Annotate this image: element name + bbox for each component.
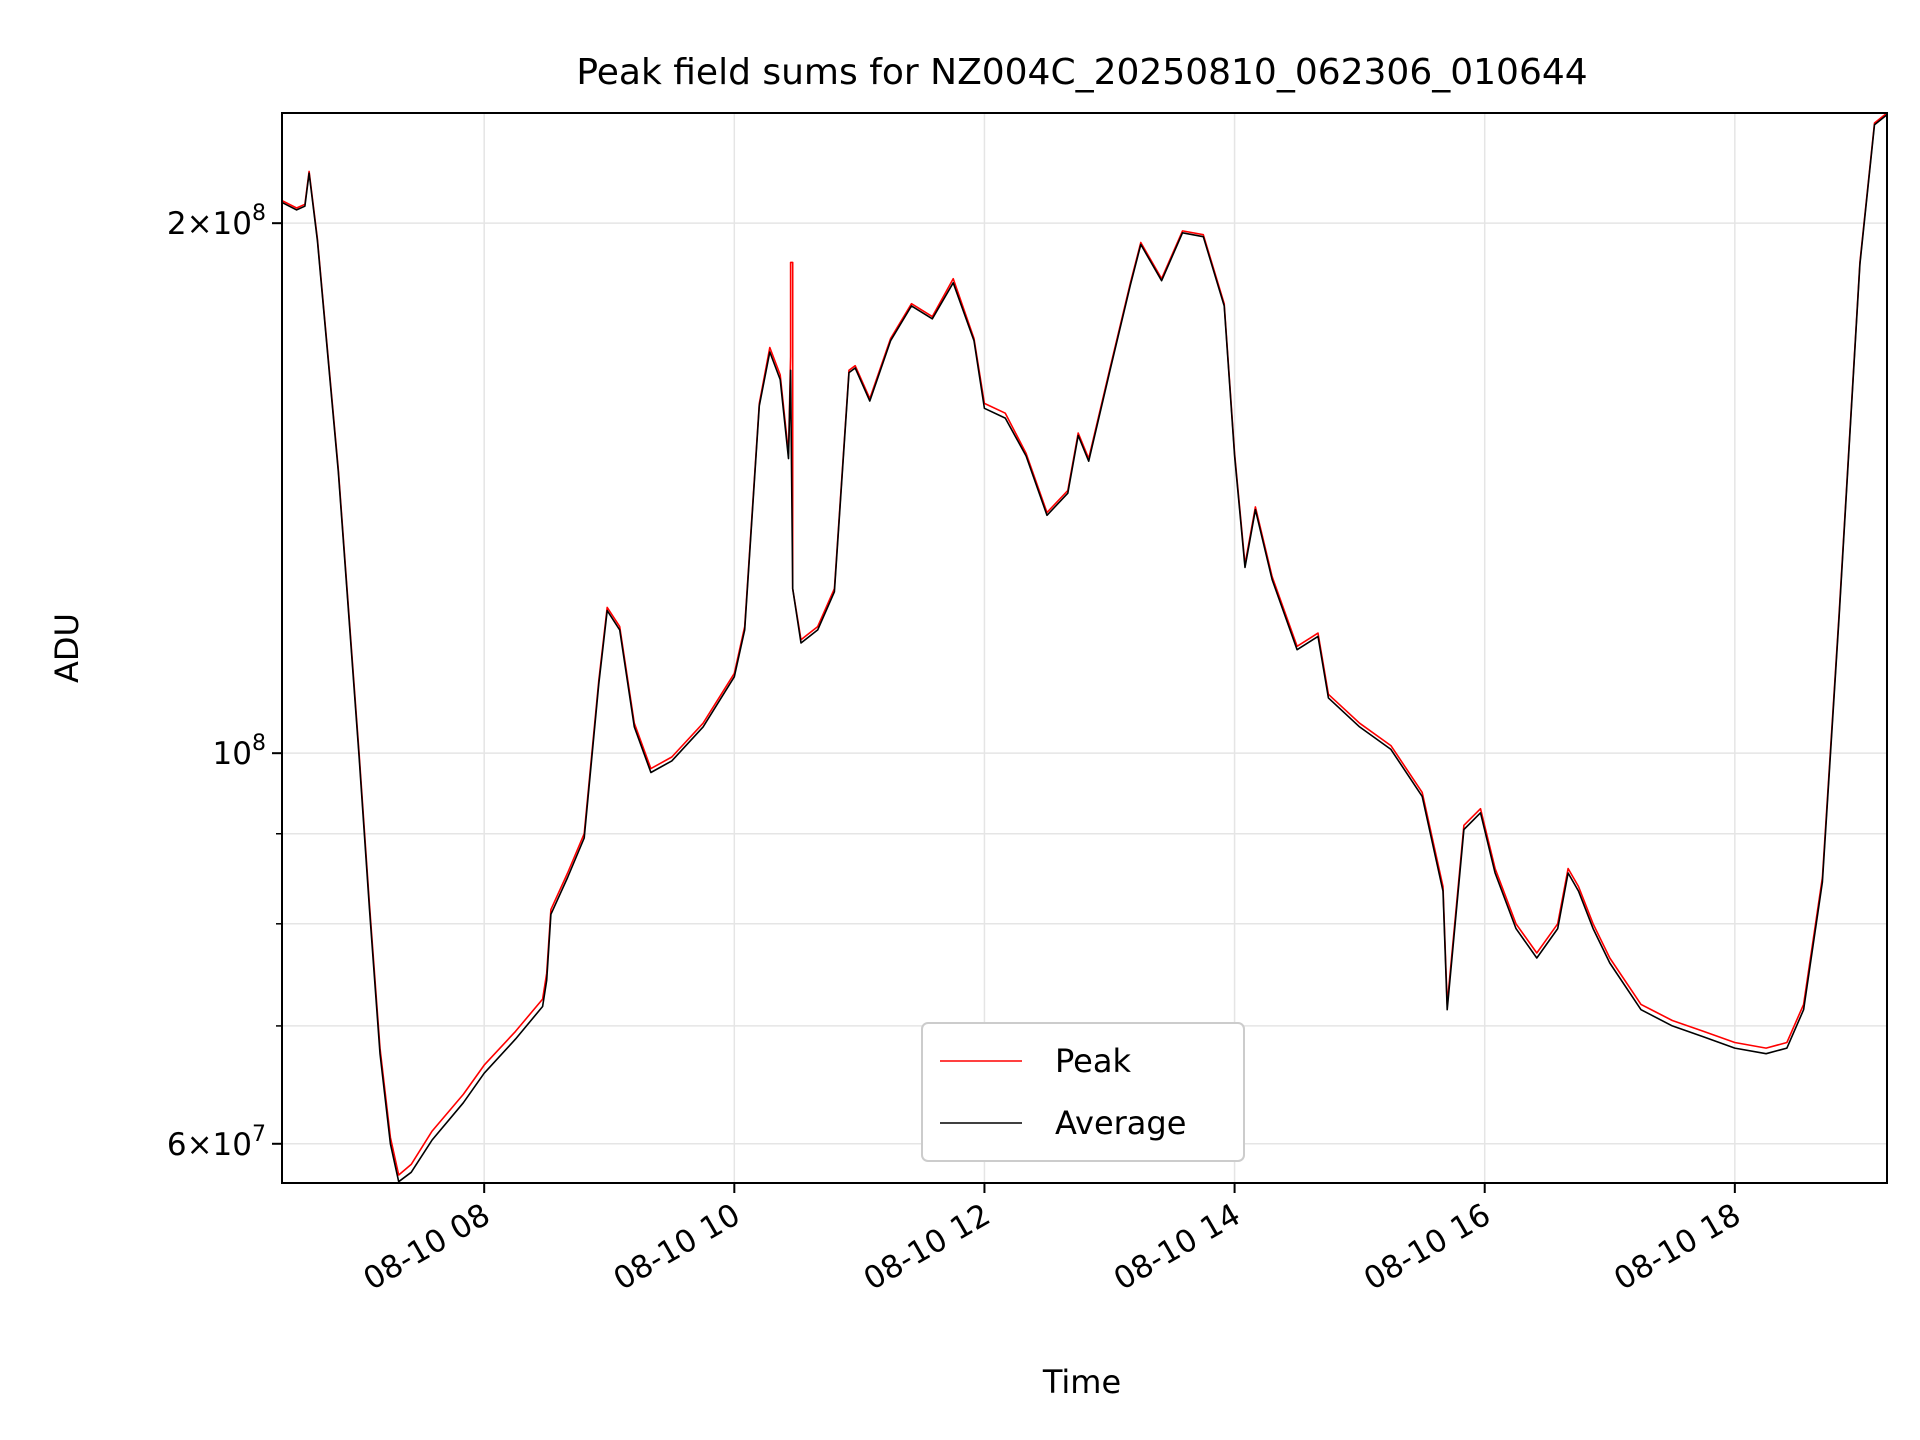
- y-tick-label: 2×108: [167, 201, 266, 242]
- y-axis-label: ADU: [48, 613, 86, 683]
- legend-label-average: Average: [1055, 1104, 1186, 1142]
- legend: Peak Average: [921, 1022, 1245, 1162]
- series-line-average: [281, 114, 1888, 1183]
- x-axis-label: Time: [1042, 1363, 1121, 1401]
- y-tick-label: 6×107: [167, 1122, 266, 1163]
- legend-box: [921, 1022, 1245, 1162]
- legend-label-peak: Peak: [1055, 1042, 1131, 1080]
- chart-title: Peak field sums for NZ004C_20250810_0623…: [576, 52, 1587, 93]
- y-axis: 6×107 108 2×108: [167, 201, 282, 1163]
- y-tick-label: 108: [213, 731, 266, 772]
- plot-area: [281, 112, 1888, 1183]
- axes-frame: [281, 112, 1888, 1184]
